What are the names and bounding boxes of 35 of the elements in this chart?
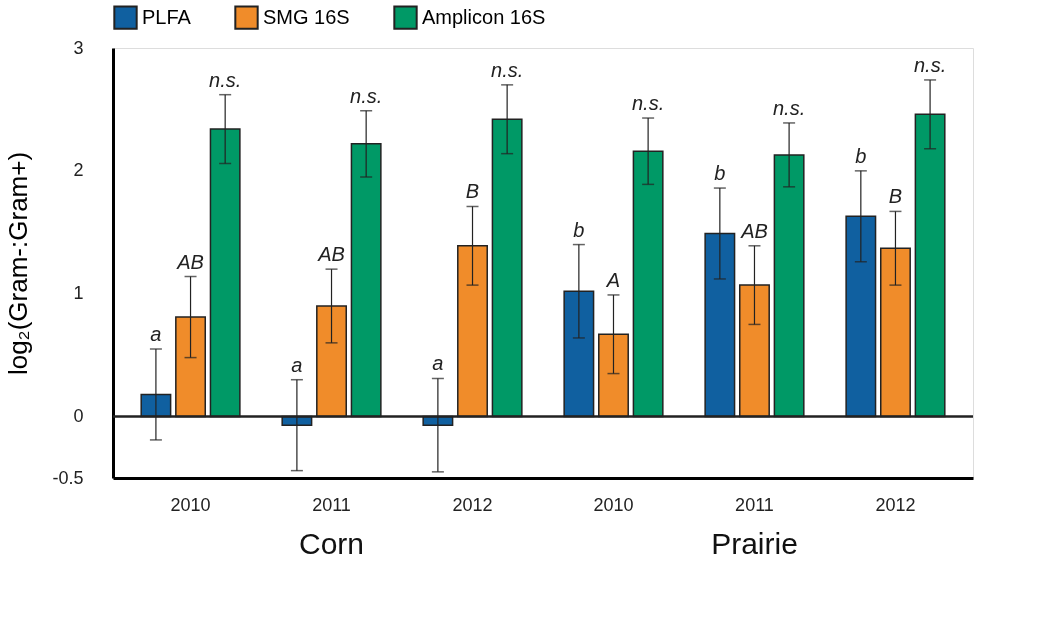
x-tick-label: 2011 bbox=[312, 494, 351, 515]
y-tick-label: 3 bbox=[73, 37, 84, 58]
data-label: a bbox=[150, 323, 162, 345]
y-tick-label: 1 bbox=[73, 283, 84, 304]
data-label: a bbox=[291, 353, 303, 376]
data-label: b bbox=[714, 162, 726, 185]
x-tick-label: 2011 bbox=[735, 494, 774, 515]
data-label: n.s. bbox=[913, 53, 947, 76]
data-label: B bbox=[465, 180, 480, 203]
data-label: b bbox=[855, 144, 867, 167]
text: Prairie bbox=[711, 527, 798, 560]
data-label: B bbox=[888, 185, 903, 208]
data-label: AB bbox=[176, 250, 204, 273]
data-label: n.s. bbox=[209, 68, 242, 91]
y-tick-label: 0 bbox=[73, 406, 84, 427]
data-label: n.s. bbox=[350, 84, 383, 107]
data-label: AB bbox=[317, 243, 345, 266]
data-label: n.s. bbox=[631, 92, 665, 115]
data-label: n.s. bbox=[772, 96, 806, 119]
data-label: A bbox=[605, 268, 621, 291]
x-tick-label: 2010 bbox=[170, 494, 211, 515]
x-tick-label: 2010 bbox=[593, 494, 634, 515]
x-tick-label: 2012 bbox=[875, 494, 916, 515]
x-tick-label: 2012 bbox=[452, 494, 493, 515]
legend-label: SMG 16S bbox=[263, 5, 350, 28]
y-tick-label: 2 bbox=[73, 160, 84, 181]
legend-label: Amplicon 16S bbox=[422, 5, 546, 28]
y-axis-title: log₂(Gram-:Gram+) bbox=[3, 151, 34, 376]
data-label: b bbox=[573, 218, 585, 241]
data-label: n.s. bbox=[491, 58, 524, 81]
data-label: a bbox=[432, 352, 444, 375]
text: Corn bbox=[299, 527, 365, 560]
data-label: AB bbox=[740, 219, 768, 242]
y-tick-label: -0.5 bbox=[52, 467, 84, 488]
legend-label: PLFA bbox=[142, 5, 192, 28]
